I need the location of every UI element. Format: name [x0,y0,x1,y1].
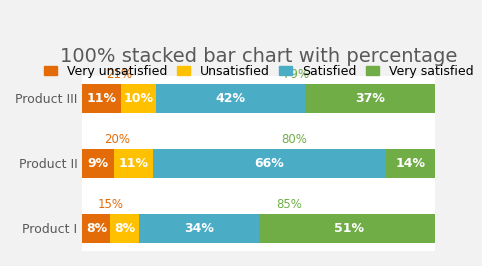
Text: 42%: 42% [215,92,245,105]
Bar [82,149,114,178]
Text: 79%: 79% [283,68,309,81]
Title: 100% stacked bar chart with percentage: 100% stacked bar chart with percentage [60,47,457,66]
Text: 9%: 9% [88,157,108,170]
Bar [386,149,435,178]
Text: 51%: 51% [334,222,364,235]
Text: 85%: 85% [276,198,302,210]
Text: 8%: 8% [86,222,107,235]
Bar [305,84,435,113]
Bar [82,84,121,113]
Text: 34%: 34% [184,222,214,235]
Text: 11%: 11% [119,157,148,170]
Text: 15%: 15% [97,198,123,210]
Bar [114,149,153,178]
Bar [156,84,305,113]
Text: 8%: 8% [114,222,135,235]
Bar [110,214,139,243]
Text: 10%: 10% [124,92,154,105]
Bar [153,149,386,178]
Text: 37%: 37% [355,92,385,105]
Text: 14%: 14% [396,157,426,170]
Bar [82,214,110,243]
Legend: Very unsatisfied, Unsatisfied, Satisfied, Very satisfied: Very unsatisfied, Unsatisfied, Satisfied… [40,61,477,82]
Text: 11%: 11% [87,92,117,105]
Text: 80%: 80% [281,132,307,146]
Bar [121,84,156,113]
Text: 20%: 20% [105,132,131,146]
Text: 66%: 66% [254,157,284,170]
Bar [259,214,439,243]
Bar [139,214,259,243]
Text: 21%: 21% [106,68,133,81]
